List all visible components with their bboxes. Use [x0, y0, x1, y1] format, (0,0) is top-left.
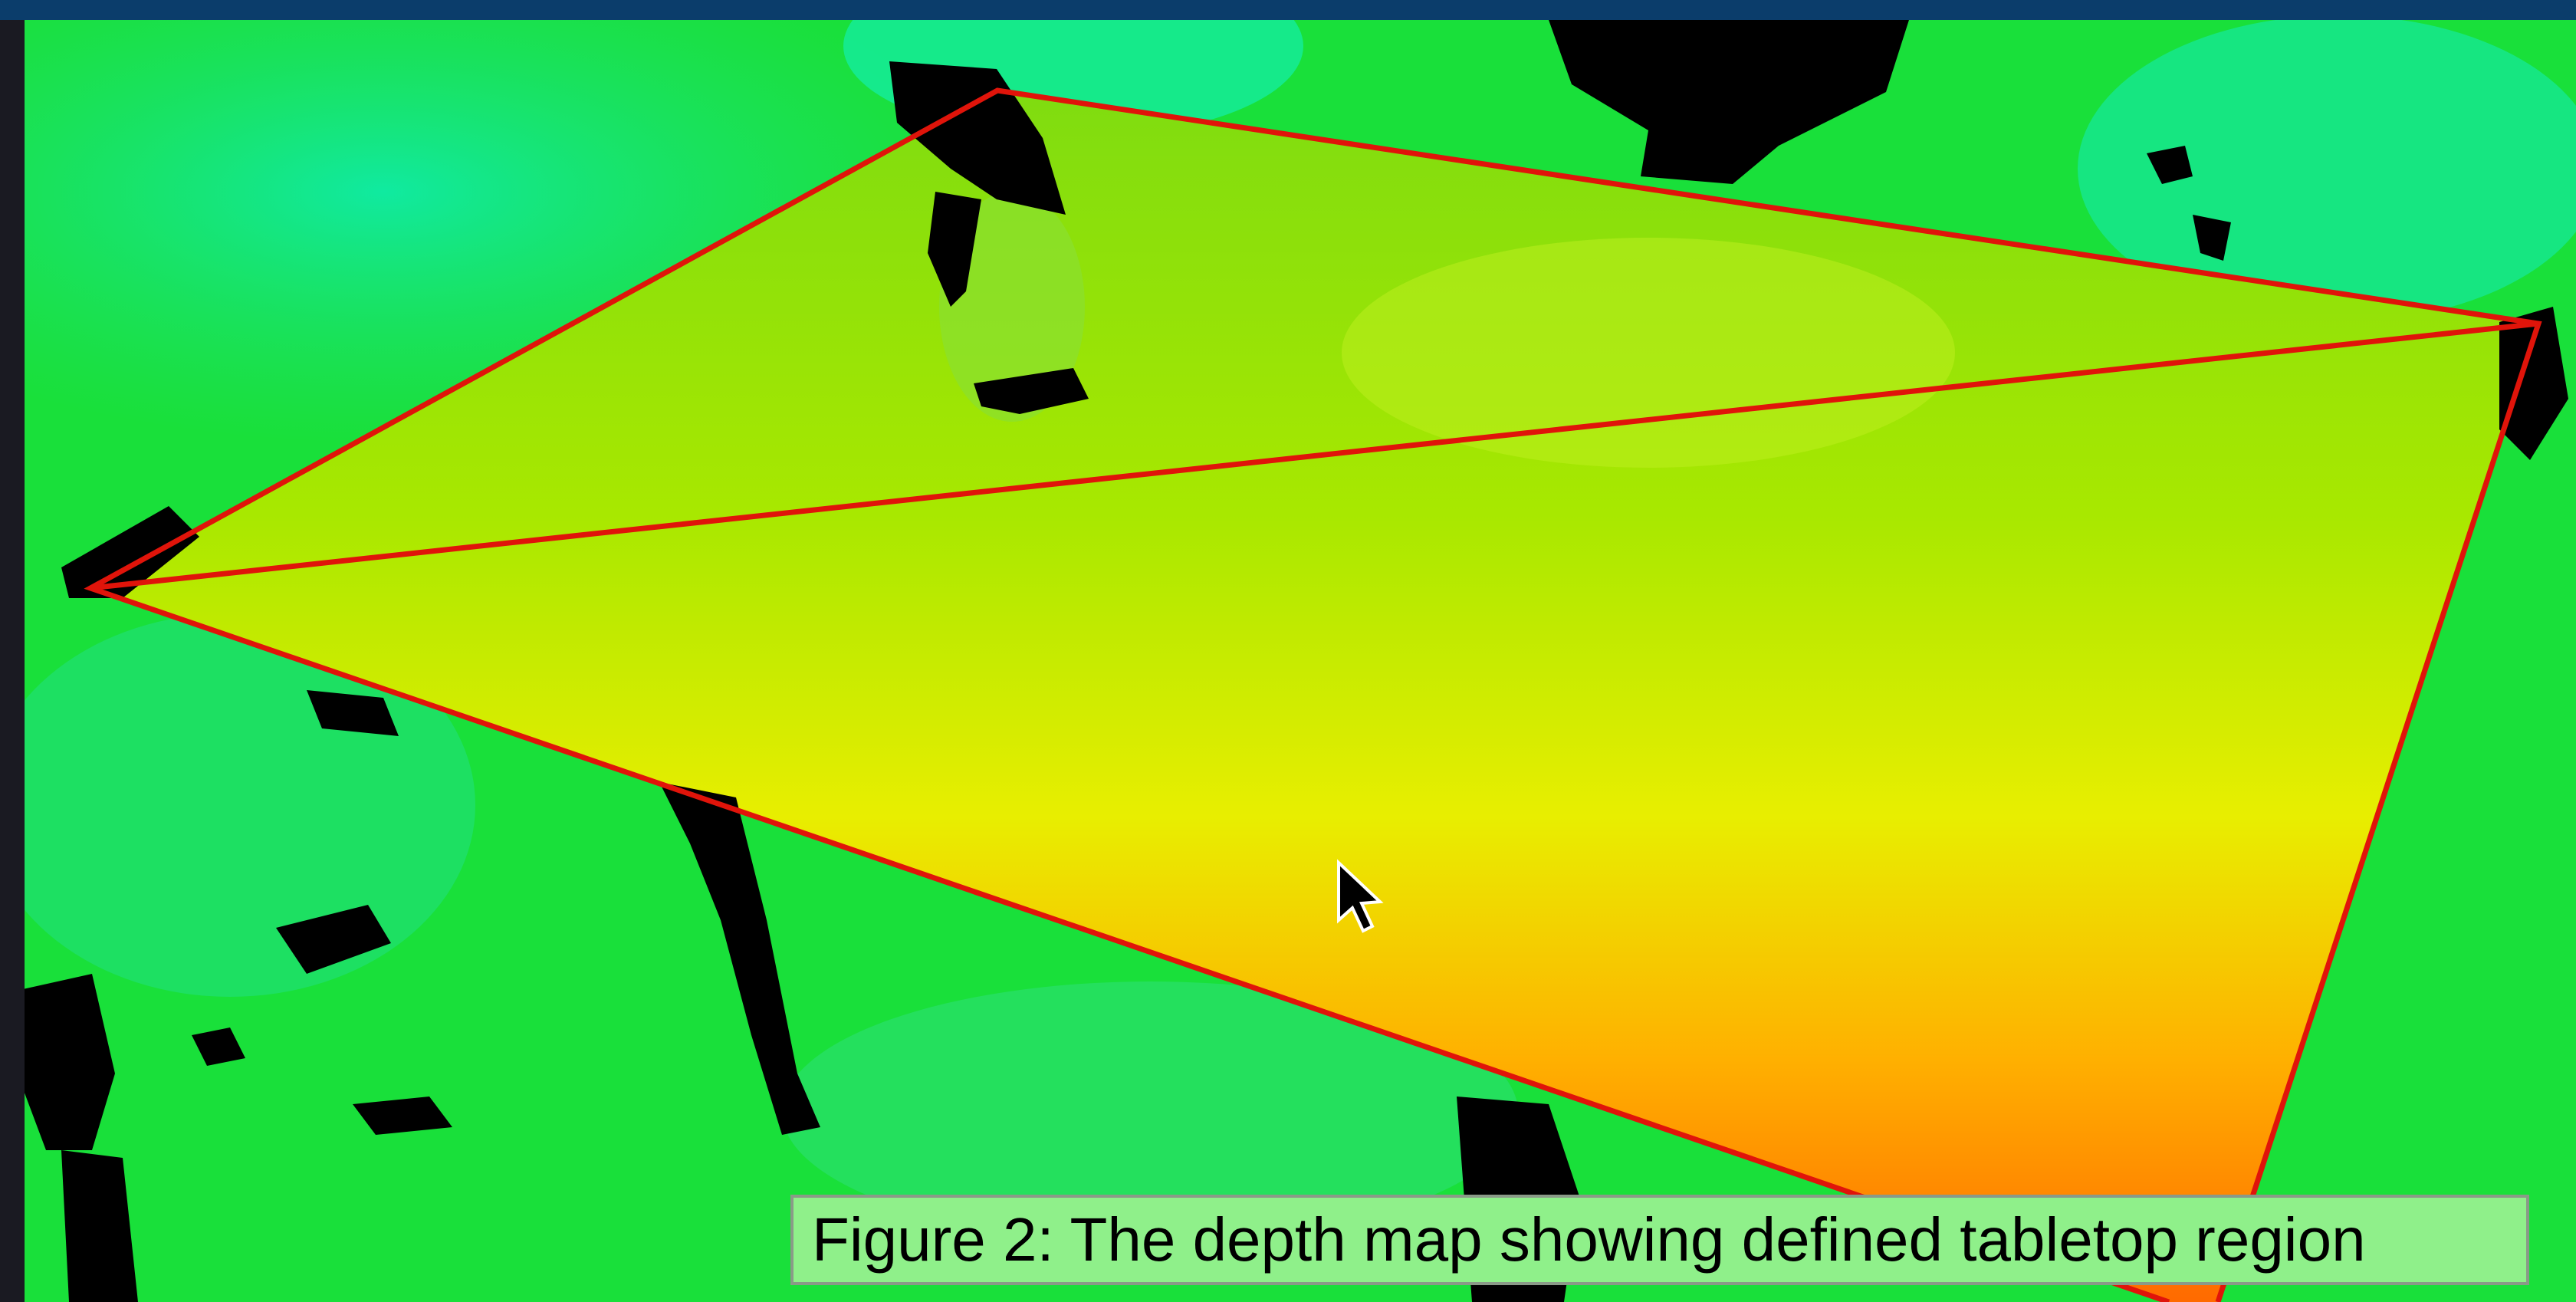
depth-map — [0, 0, 2576, 1302]
title-bar — [0, 0, 2576, 20]
object-region — [1342, 238, 1955, 468]
caption: Figure 2: The depth map showing defined … — [790, 1195, 2529, 1285]
left-edge — [0, 20, 25, 1302]
screenshot: Figure 2: The depth map showing defined … — [0, 0, 2576, 1302]
